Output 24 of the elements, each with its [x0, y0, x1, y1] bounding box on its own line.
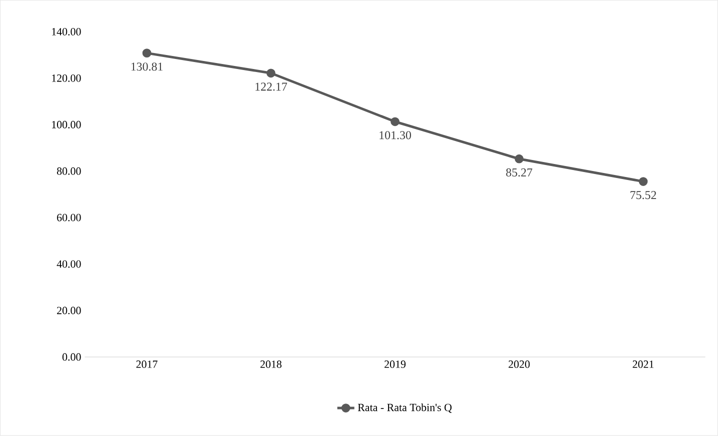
x-tick-label: 2019: [384, 360, 406, 368]
y-tick-label: 140.00: [52, 28, 81, 36]
point: [266, 68, 276, 78]
point: [390, 117, 400, 126]
y-tick-label: 60.00: [57, 214, 81, 222]
x-tick-label: 2021: [632, 360, 654, 368]
y-tick-label: 40.00: [56, 260, 81, 268]
data-label: 130.81: [131, 62, 163, 71]
data-label: 85.27: [506, 168, 532, 177]
legend-label: Rata - Rata Tobin's Q: [358, 404, 452, 413]
y-tick-label: 20.00: [57, 306, 81, 314]
data-label: 101.30: [380, 131, 412, 140]
data-label: 75.52: [630, 191, 656, 200]
y-tick-label: 0.00: [62, 353, 81, 361]
x-tick-label: 2018: [260, 360, 282, 368]
point: [142, 48, 152, 58]
point: [514, 154, 524, 164]
data-label: 122.17: [256, 82, 288, 91]
y-tick-label: 80.00: [57, 168, 81, 175]
point: [638, 177, 648, 186]
x-tick-label: 2017: [136, 360, 158, 368]
y-tick-label: 120.00: [52, 74, 81, 82]
x-tick-label: 2020: [508, 360, 530, 368]
y-tick-label: 100.00: [52, 121, 81, 128]
